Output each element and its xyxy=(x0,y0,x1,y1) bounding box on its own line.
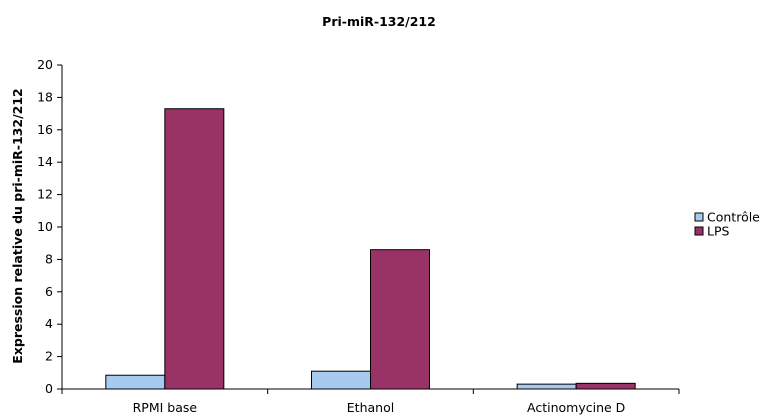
y-tick-label: 14 xyxy=(37,154,53,169)
chart-title: Pri-miR-132/212 xyxy=(322,14,436,29)
y-tick-label: 12 xyxy=(37,187,53,202)
x-category-label: Ethanol xyxy=(347,400,394,415)
bar-controle-0 xyxy=(105,374,166,390)
y-axis-label: Expression relative du pri-miR-132/212 xyxy=(10,88,25,363)
x-category-label: RPMI base xyxy=(133,400,198,415)
y-tick-label: 20 xyxy=(37,57,53,72)
legend-label: LPS xyxy=(707,224,730,239)
legend-label: Contrôle xyxy=(707,210,760,225)
y-tick-label: 18 xyxy=(37,89,53,104)
y-tick-label: 6 xyxy=(45,284,53,299)
y-tick-label: 10 xyxy=(37,219,53,234)
y-tick-label: 4 xyxy=(45,316,53,331)
legend-swatch xyxy=(694,226,704,236)
bar-lps-1 xyxy=(370,249,430,390)
y-tick-label: 2 xyxy=(45,349,53,364)
x-category-label: Actinomycine D xyxy=(527,400,625,415)
legend-swatch xyxy=(694,212,704,222)
bar-lps-0 xyxy=(164,108,225,390)
bar-controle-2 xyxy=(516,383,577,390)
bar-controle-1 xyxy=(311,370,371,390)
y-tick-label: 8 xyxy=(45,251,53,266)
bar-lps-2 xyxy=(575,382,636,390)
plot-area: 0 2 4 6 8 10 12 14 16 18 20 RPMI base Ethanol Actinom… xyxy=(37,57,680,415)
y-tick-label: 16 xyxy=(37,122,53,137)
y-tick-label: 0 xyxy=(45,381,53,396)
